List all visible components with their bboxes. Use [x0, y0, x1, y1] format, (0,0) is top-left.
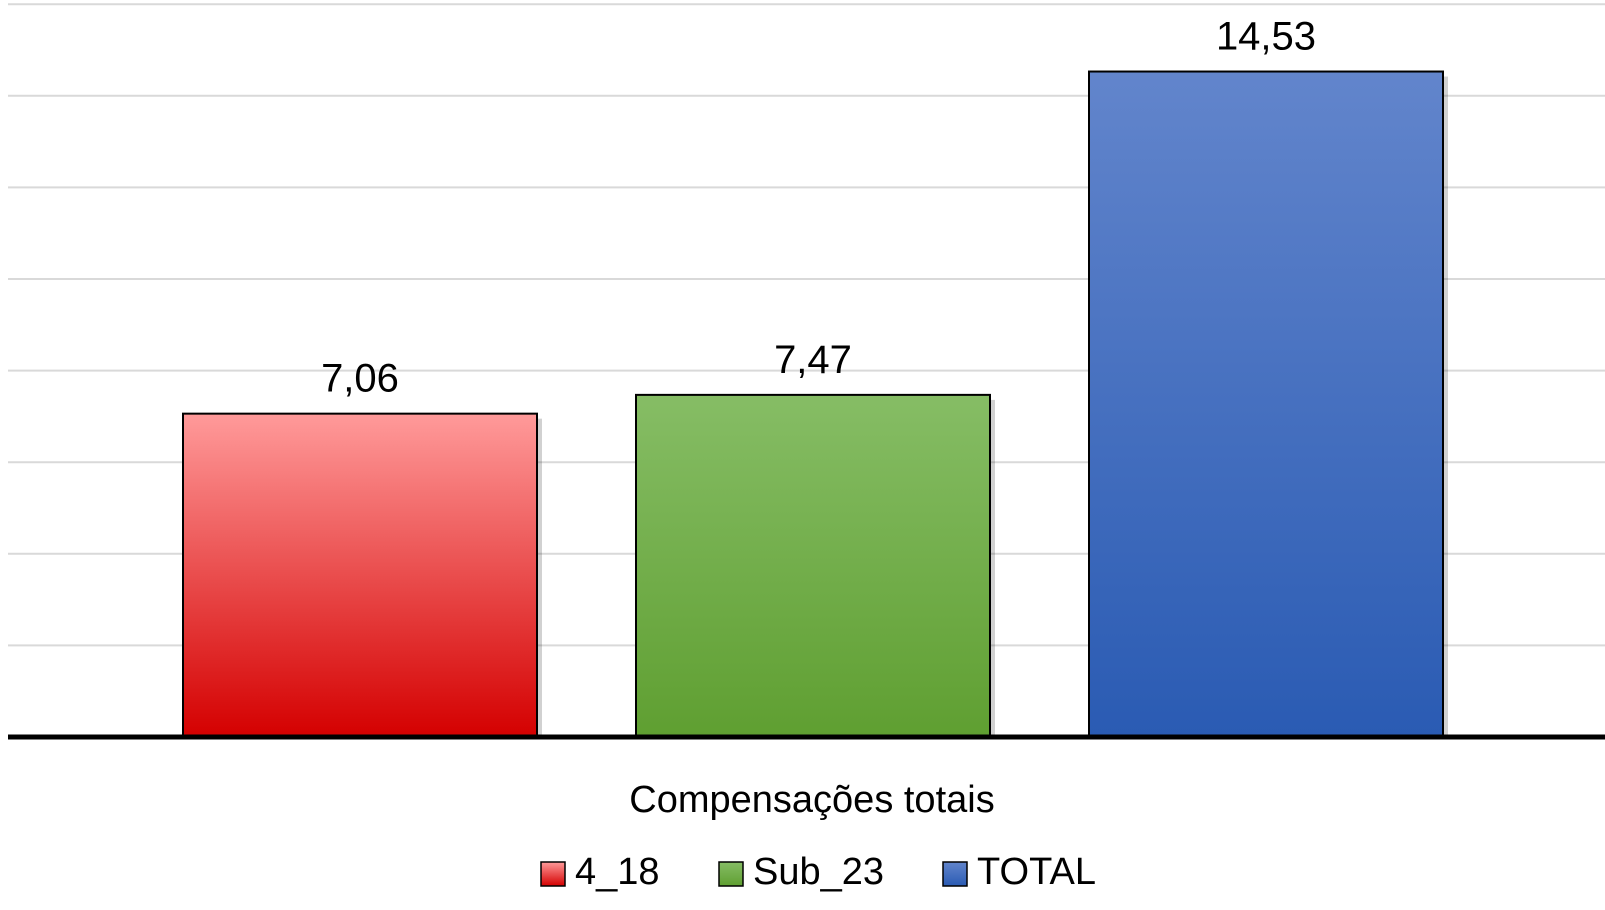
data-label-4-18: 7,06 [321, 357, 399, 401]
data-label-sub-23: 7,47 [774, 338, 852, 382]
bar-4-18[interactable] [182, 412, 538, 738]
legend-label-total: TOTAL [977, 851, 1096, 893]
bar-sub-23[interactable] [635, 393, 991, 738]
legend-label-sub-23: Sub_23 [753, 851, 884, 893]
bar-total[interactable] [1088, 70, 1444, 738]
legend-swatch-total [942, 861, 968, 887]
data-label-total: 14,53 [1216, 15, 1316, 59]
legend-swatch-4-18 [540, 861, 566, 887]
data-labels: 7,06 7,47 14,53 [321, 15, 1316, 401]
legend-label-4-18: 4_18 [575, 851, 660, 893]
legend-swatch-sub-23 [718, 861, 744, 887]
legend: 4_18 Sub_23 TOTAL [540, 851, 1096, 893]
x-category-label: Compensações totais [629, 779, 994, 821]
bars [182, 70, 1448, 738]
